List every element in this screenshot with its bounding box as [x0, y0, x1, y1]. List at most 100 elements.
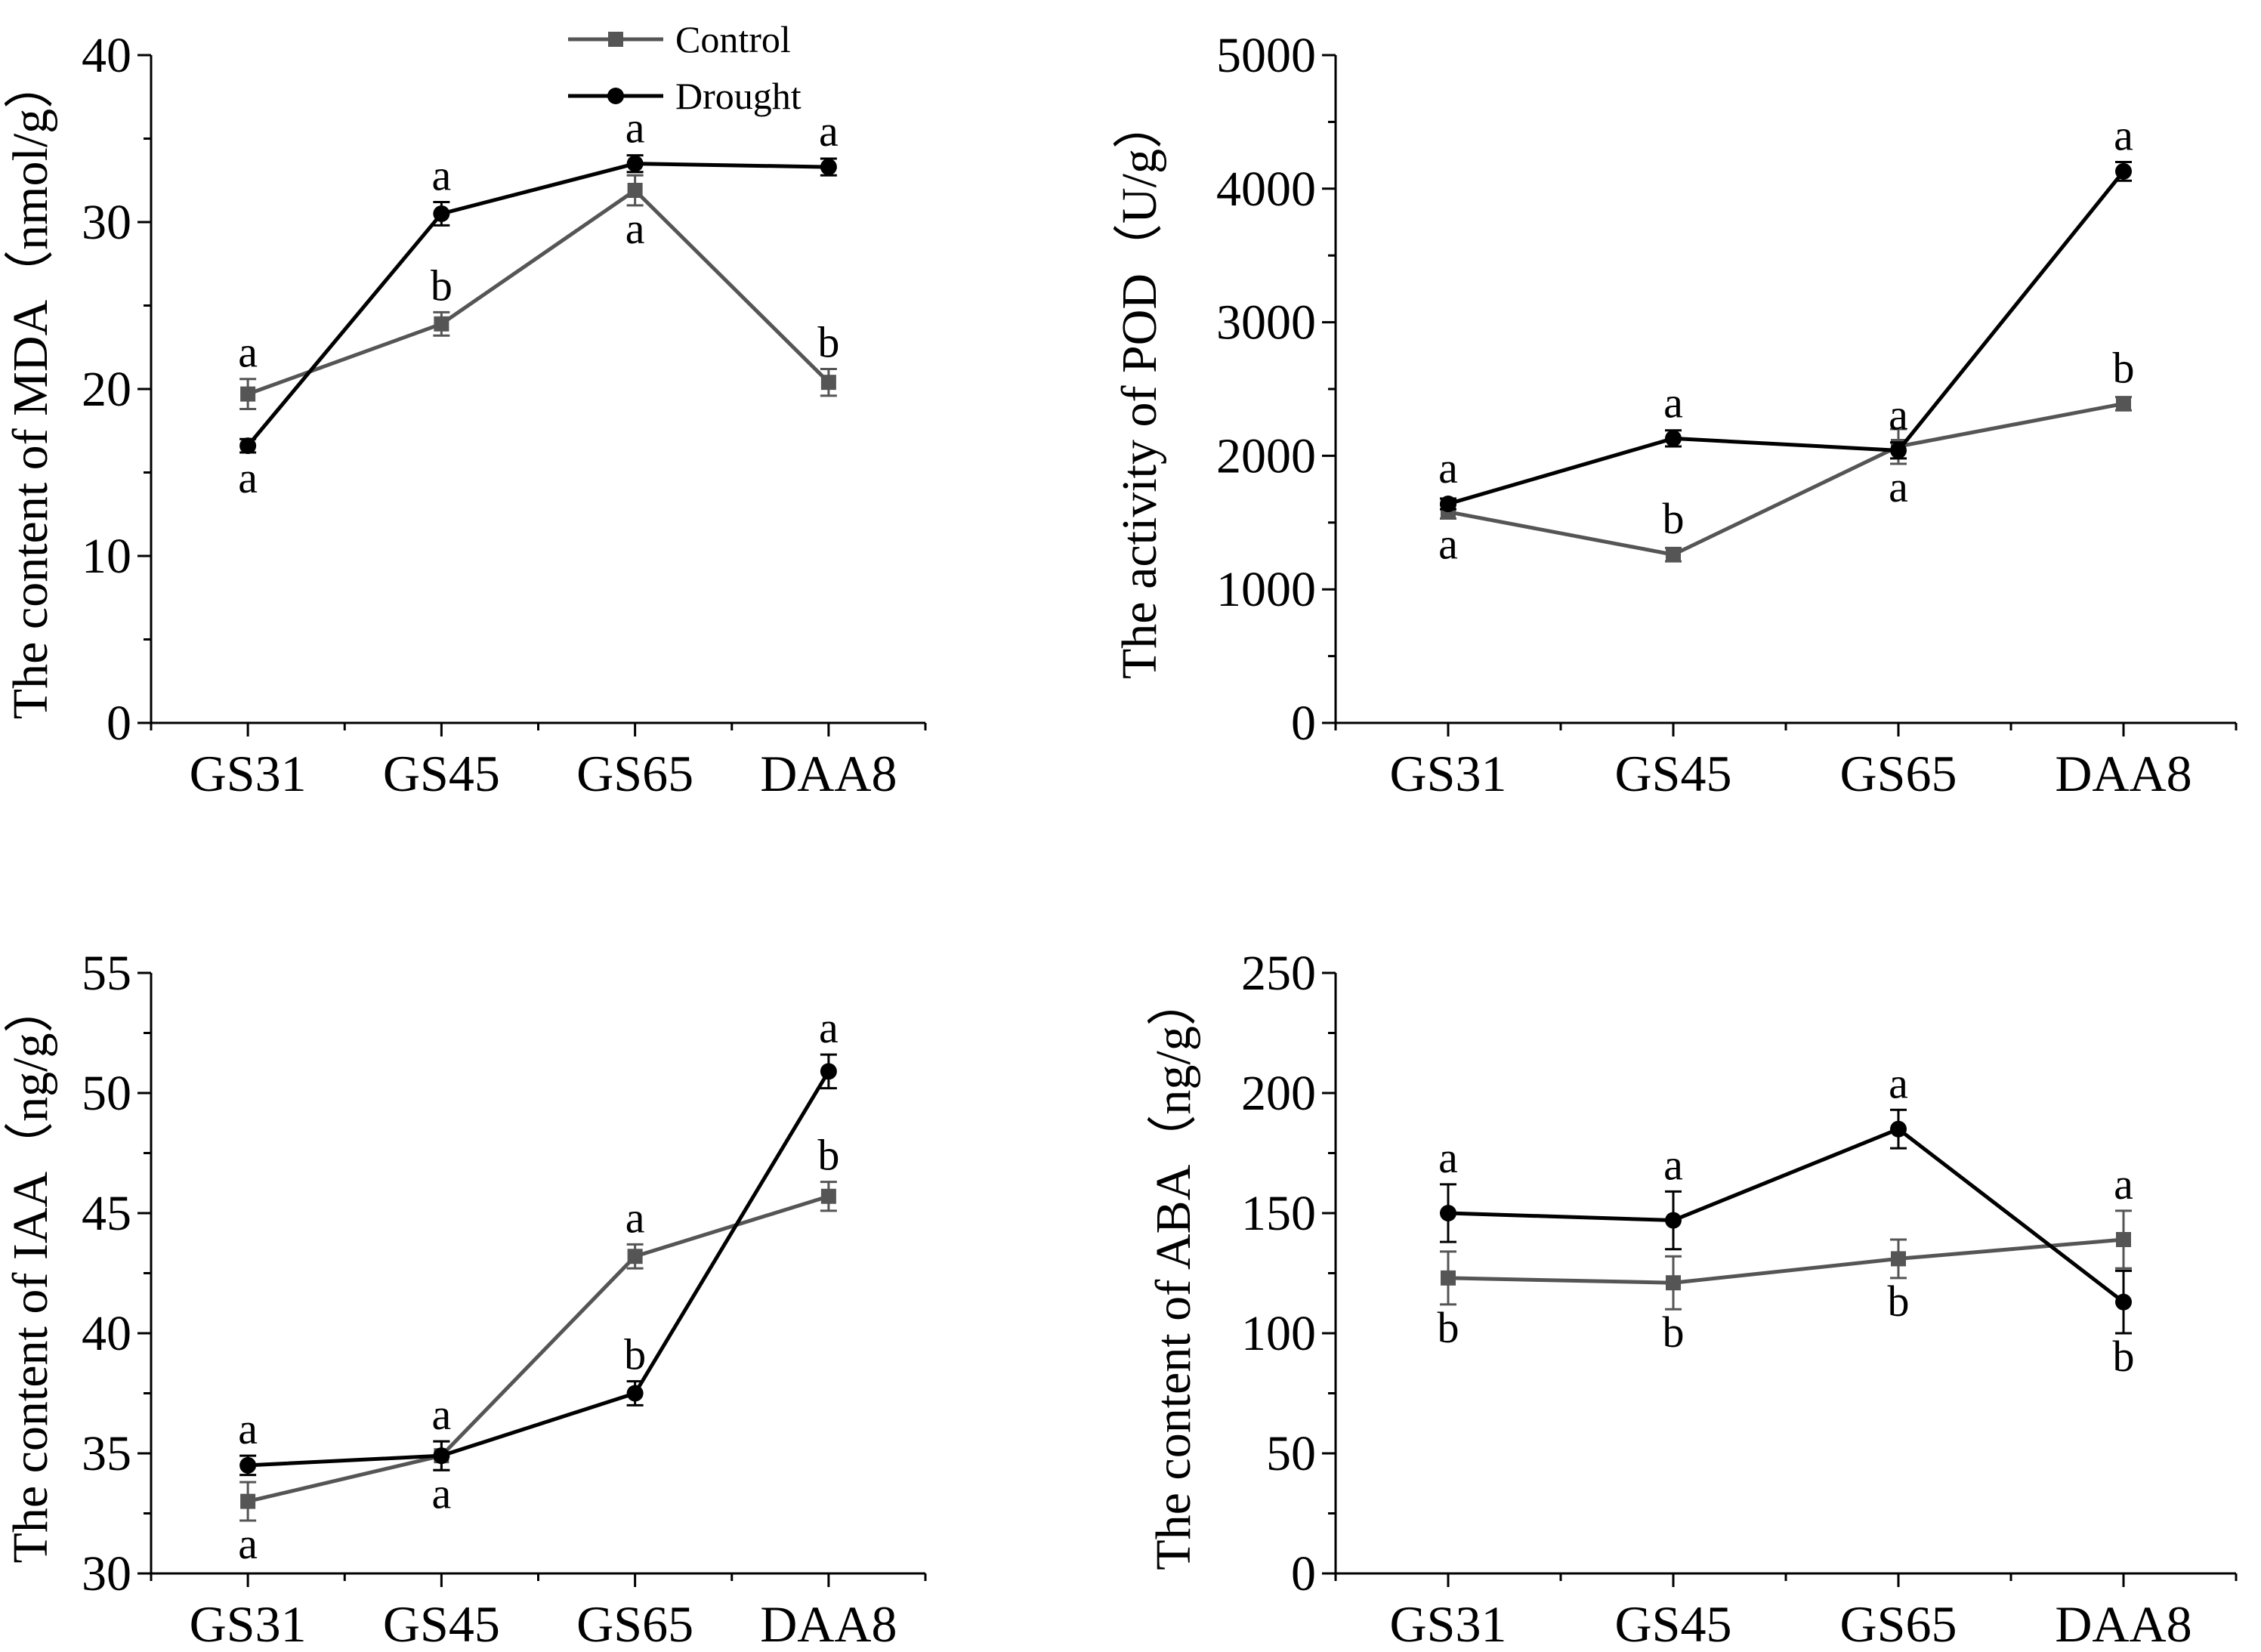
y-tick-label: 200 [1241, 1066, 1316, 1121]
significance-letter: a [238, 453, 258, 502]
x-tick-label: DAA8 [760, 745, 897, 802]
y-tick-label: 20 [82, 362, 131, 417]
x-tick-label: GS45 [1615, 1595, 1732, 1652]
series-control: a b a b [1438, 343, 2134, 568]
y-tick-label: 5000 [1216, 28, 1316, 83]
series-line [247, 1194, 829, 1504]
series-line [1447, 401, 2124, 557]
y-tick-label: 4000 [1216, 162, 1316, 217]
data-point [820, 1188, 836, 1204]
significance-letter: a [432, 1390, 452, 1439]
panel-pod: 0 1000 2000 3000 4000 5000 GS31 GS45 GS65 DAA8 The… [1112, 28, 2238, 802]
series-control: a b a b [238, 174, 839, 411]
y-tick-label: 50 [82, 1066, 131, 1121]
data-point [1666, 1275, 1681, 1291]
x-tick-label: GS31 [190, 745, 307, 802]
y-tick-label: 250 [1241, 946, 1316, 1001]
significance-letter: a [625, 103, 645, 153]
significance-letter: a [625, 1193, 645, 1242]
data-point [433, 1447, 450, 1465]
y-tick-label: 0 [107, 696, 131, 751]
data-point [2115, 162, 2132, 180]
panel-mda: 0 10 20 30 40 GS31 GS45 GS65 DAA8 The content of … [3, 18, 927, 802]
significance-letter: b [1663, 494, 1685, 543]
significance-letter: a [819, 107, 839, 156]
data-point [239, 437, 257, 455]
series-drought: a a a a [238, 103, 839, 502]
significance-letter: a [1889, 462, 1908, 511]
data-point [820, 375, 836, 391]
y-axis-title: The content of ABA（ng/g） [1146, 976, 1201, 1570]
y-tick-label: 40 [82, 1306, 131, 1361]
data-point [1890, 1120, 1907, 1138]
y-tick-label: 35 [82, 1426, 131, 1481]
significance-letter: a [1889, 390, 1908, 439]
significance-letter: a [625, 204, 645, 253]
data-point [1441, 1270, 1456, 1286]
significance-letter: b [817, 317, 839, 366]
x-tick-label: GS65 [576, 745, 693, 802]
data-point [1891, 1251, 1906, 1267]
series-line [1447, 170, 2125, 506]
y-tick-label: 10 [82, 529, 131, 584]
significance-letter: a [1438, 520, 1458, 569]
legend-label: Drought [675, 75, 802, 117]
legend-label: Control [675, 18, 791, 60]
y-tick-label: 50 [1266, 1426, 1316, 1481]
data-point [434, 316, 449, 332]
y-tick-label: 1000 [1216, 562, 1316, 617]
x-tick-label: GS31 [1390, 745, 1507, 802]
series-drought: a a b a [238, 1003, 839, 1477]
series-line [1447, 1127, 2125, 1304]
data-point [239, 1456, 257, 1474]
x-tick-label: DAA8 [2055, 745, 2192, 802]
data-point [627, 1249, 643, 1264]
significance-letter: b [431, 261, 453, 310]
y-tick-label: 100 [1241, 1306, 1316, 1361]
y-tick-label: 55 [82, 946, 131, 1001]
panel-aba: 0 50 100 150 200 250 GS31 GS45 GS65 DAA8 The conte… [1146, 946, 2238, 1652]
data-point [240, 386, 256, 402]
data-point [626, 155, 644, 172]
legend-entry-drought: Drought [568, 75, 802, 117]
significance-letter: a [1438, 1133, 1458, 1182]
data-point [820, 1063, 837, 1080]
x-tick-label: GS45 [383, 1595, 500, 1652]
data-point [627, 183, 643, 199]
significance-letter: a [432, 1468, 452, 1518]
series-line [246, 162, 829, 447]
significance-letter: a [432, 150, 452, 199]
y-tick-label: 0 [1291, 696, 1316, 751]
series-line [1447, 1237, 2124, 1285]
legend-swatch-marker [607, 88, 624, 104]
x-tick-label: GS31 [1390, 1595, 1507, 1652]
significance-letter: a [2114, 1159, 2133, 1209]
y-tick-label: 0 [1291, 1546, 1316, 1601]
significance-letter: b [1663, 1308, 1685, 1357]
series-control: b b b a [1438, 1159, 2133, 1357]
significance-letter: a [238, 1519, 258, 1568]
data-point [1440, 496, 1456, 513]
significance-letter: a [238, 328, 258, 377]
significance-letter: b [1888, 1277, 1910, 1326]
data-point [2115, 1293, 2132, 1311]
x-tick-label: DAA8 [2055, 1595, 2192, 1652]
significance-letter: b [624, 1330, 646, 1379]
significance-letter: a [2114, 110, 2133, 159]
series-line [248, 1070, 831, 1468]
data-point [820, 159, 837, 176]
y-axis-title: The content of MDA（nmol/g） [3, 59, 58, 719]
legend-entry-control: Control [568, 18, 791, 60]
x-tick-label: GS65 [1840, 1595, 1957, 1652]
data-point [433, 205, 450, 222]
y-tick-label: 45 [82, 1186, 131, 1241]
y-tick-label: 30 [82, 195, 131, 250]
y-tick-label: 2000 [1216, 428, 1316, 483]
x-tick-label: GS65 [1840, 745, 1957, 802]
data-point [2116, 396, 2131, 412]
significance-letter: a [1663, 1140, 1683, 1189]
panel-iaa: 30 35 40 45 50 55 GS31 GS45 GS65 DAA8 The content … [3, 946, 927, 1652]
legend: Control Drought [568, 18, 802, 117]
